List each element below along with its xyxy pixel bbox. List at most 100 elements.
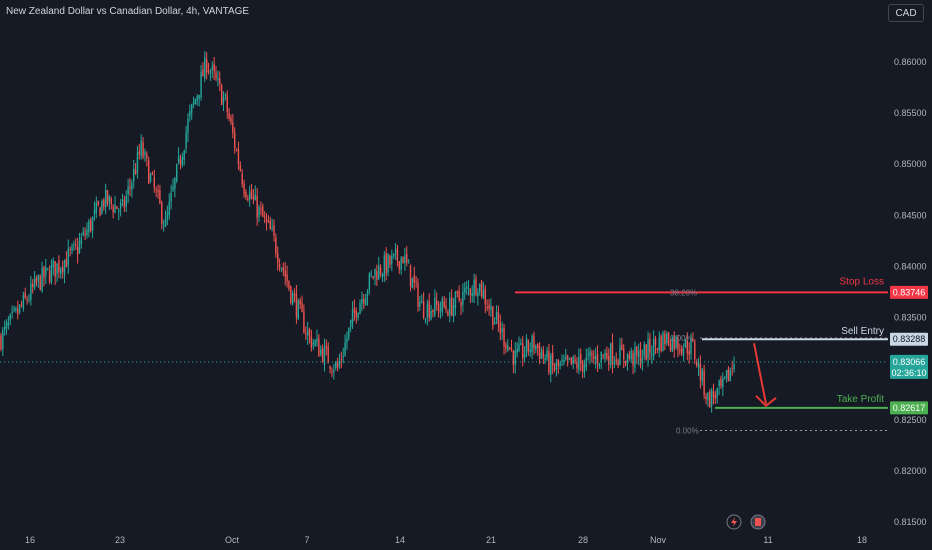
candle-body bbox=[32, 283, 34, 288]
current-price-tag-text: 0.83066 bbox=[893, 357, 926, 367]
candle-body bbox=[35, 278, 38, 283]
candle-body bbox=[675, 336, 677, 348]
candle-body bbox=[363, 299, 365, 304]
candle-body bbox=[76, 246, 79, 255]
candle-body bbox=[725, 369, 728, 378]
candle-body bbox=[529, 349, 531, 352]
candle-body bbox=[43, 266, 45, 279]
time-tick-label: 14 bbox=[395, 535, 405, 545]
candle-body bbox=[387, 254, 389, 273]
candle-body bbox=[729, 370, 732, 381]
candle-body bbox=[318, 338, 320, 357]
candle-body bbox=[67, 248, 69, 265]
candle-body bbox=[181, 156, 184, 166]
candle-body bbox=[138, 152, 141, 155]
candle-body bbox=[234, 132, 236, 148]
candle-body bbox=[26, 299, 28, 301]
candle-body bbox=[213, 64, 215, 72]
candle-body bbox=[252, 197, 255, 199]
candle-body bbox=[724, 377, 726, 379]
candle-body bbox=[123, 200, 126, 208]
down-arrow-head bbox=[755, 395, 777, 408]
candle-body bbox=[495, 312, 498, 320]
price-axis[interactable]: 0.86000 0.85500 0.85000 0.84500 0.84000 0.835… bbox=[890, 57, 928, 527]
candle-body bbox=[656, 348, 659, 350]
candle-body bbox=[720, 378, 722, 387]
candle-body bbox=[222, 97, 225, 104]
candle-body bbox=[583, 364, 586, 373]
candle-body bbox=[619, 345, 621, 366]
candle-body bbox=[71, 245, 73, 251]
candle-body bbox=[99, 207, 101, 217]
fib-level-3-label: 0.00% bbox=[676, 427, 699, 436]
candle-body bbox=[293, 294, 296, 296]
candle-body bbox=[114, 204, 116, 213]
candle-body bbox=[490, 306, 492, 311]
candle-body bbox=[378, 265, 380, 280]
time-axis[interactable]: 16 23 Oct 7 14 21 28 Nov 11 18 bbox=[25, 535, 867, 545]
candle-body bbox=[452, 305, 455, 317]
candle-body bbox=[422, 301, 425, 318]
candle-body bbox=[705, 396, 707, 400]
candle-body bbox=[348, 327, 350, 338]
candle-body bbox=[239, 164, 242, 171]
candle-body bbox=[660, 336, 662, 351]
candle-body bbox=[477, 292, 479, 297]
candle-body bbox=[381, 274, 384, 278]
down-arrow-shaft bbox=[753, 343, 767, 405]
candle-body bbox=[310, 336, 313, 348]
candle-body bbox=[409, 264, 412, 287]
candle-body bbox=[166, 212, 169, 220]
candle-body bbox=[69, 249, 71, 251]
candle-body bbox=[501, 327, 503, 332]
candle-body bbox=[177, 156, 180, 162]
candle-body bbox=[299, 300, 301, 305]
candle-body bbox=[192, 101, 195, 105]
candle-body bbox=[654, 338, 657, 346]
candle-body bbox=[602, 354, 604, 356]
candle-body bbox=[617, 360, 619, 366]
currency-button[interactable]: CAD bbox=[888, 4, 924, 22]
candle-body bbox=[505, 344, 507, 349]
candle-body bbox=[50, 265, 53, 283]
candle-body bbox=[260, 208, 262, 210]
candle-body bbox=[366, 290, 369, 297]
time-tick-label: Oct bbox=[225, 535, 240, 545]
candle-body bbox=[237, 149, 240, 164]
candle-body bbox=[200, 72, 202, 98]
candle-body bbox=[295, 293, 298, 317]
candle-body bbox=[190, 104, 193, 114]
candle-body bbox=[692, 340, 694, 342]
stop-loss-price-tag bbox=[890, 285, 928, 299]
candle-body bbox=[168, 201, 170, 216]
candle-body bbox=[628, 354, 631, 359]
candle-body bbox=[516, 348, 518, 353]
candle-body bbox=[598, 363, 601, 366]
candle-body bbox=[78, 241, 81, 253]
candle-body bbox=[119, 202, 122, 209]
lightning-icon[interactable] bbox=[726, 514, 742, 530]
candle-body bbox=[151, 172, 154, 175]
candle-body bbox=[684, 338, 687, 348]
candle-body bbox=[149, 174, 152, 182]
candle-body bbox=[5, 322, 8, 329]
candle-body bbox=[263, 216, 266, 218]
candle-body bbox=[103, 199, 105, 207]
candle-body bbox=[688, 351, 690, 356]
candle-body bbox=[641, 358, 644, 363]
candle-body bbox=[353, 307, 356, 313]
candle-body bbox=[407, 262, 410, 264]
candle-body bbox=[116, 206, 118, 210]
candle-body bbox=[454, 292, 457, 308]
current-price-tag bbox=[890, 354, 928, 379]
candle-body bbox=[623, 348, 625, 360]
candle-body bbox=[338, 361, 341, 366]
candle-body bbox=[611, 342, 614, 365]
candle-body bbox=[621, 344, 623, 351]
candle-body bbox=[561, 360, 563, 362]
lightning-bolt-icon bbox=[731, 517, 737, 527]
candle-body bbox=[666, 333, 668, 344]
candle-body bbox=[217, 78, 219, 81]
